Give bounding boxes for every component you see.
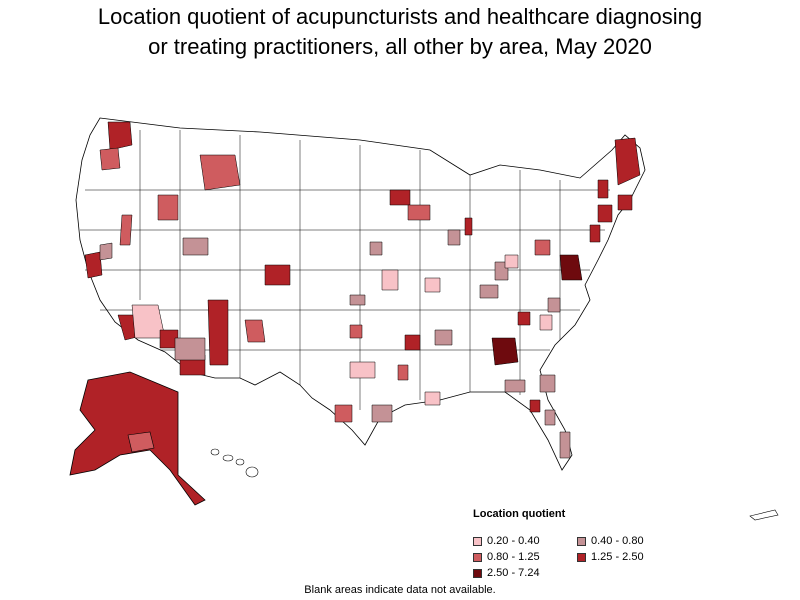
- area-shading: [84, 121, 641, 459]
- area-jacksonville: [539, 374, 556, 393]
- area-seattle: [107, 121, 133, 151]
- legend-label: 0.40 - 0.80: [591, 535, 644, 547]
- area-miami: [559, 431, 571, 459]
- area-portland: [99, 147, 121, 171]
- legend-swatch: [473, 552, 482, 562]
- area-massachusetts: [617, 194, 633, 211]
- area-new-orleans: [424, 391, 441, 406]
- area-atlanta: [491, 337, 519, 366]
- area-sf-bay: [84, 251, 103, 279]
- legend-swatch: [577, 552, 586, 562]
- area-dc: [559, 254, 583, 281]
- legend-item-2-50-7-24: 2.50 - 7.24: [473, 566, 577, 580]
- area-vermont: [597, 179, 609, 199]
- area-new-mexico-south: [174, 337, 206, 361]
- area-charlotte: [517, 311, 531, 326]
- legend-item-0-40-0-80: 0.40 - 0.80: [577, 534, 681, 548]
- area-kentucky: [479, 284, 499, 299]
- area-houston: [371, 404, 393, 423]
- area-virginia: [547, 297, 561, 313]
- puerto-rico: [749, 509, 779, 521]
- legend-swatch: [577, 536, 586, 546]
- legend-swatch: [473, 536, 482, 546]
- legend-title: Location quotient: [473, 508, 566, 520]
- area-arkansas: [404, 334, 421, 351]
- map-title-line-2: or treating practitioners, all other by …: [148, 34, 652, 59]
- area-new-mexico-north: [207, 299, 229, 366]
- area-illinois: [447, 229, 461, 246]
- area-colorado: [264, 264, 291, 286]
- area-tennessee: [434, 329, 453, 346]
- legend-item-1-25-2-50: 1.25 - 2.50: [577, 550, 681, 564]
- legend-label: 0.80 - 1.25: [487, 551, 540, 563]
- area-new-york: [597, 204, 613, 223]
- area-austin: [334, 404, 353, 423]
- legend-label: 1.25 - 2.50: [591, 551, 644, 563]
- area-texas-west: [349, 361, 376, 379]
- state-boundaries: [80, 130, 610, 410]
- map-title: Location quotient of acupuncturists and …: [0, 2, 800, 62]
- hawaii-islands: [210, 448, 259, 478]
- area-oklahoma: [349, 324, 363, 339]
- area-minnesota: [389, 189, 411, 206]
- legend: Location quotient 0.20 - 0.40 0.40 - 0.8…: [473, 508, 681, 580]
- area-nevada-north: [119, 214, 133, 246]
- area-philadelphia: [589, 224, 601, 243]
- area-maine: [614, 137, 641, 186]
- map-title-line-1: Location quotient of acupuncturists and …: [97, 4, 703, 29]
- area-pittsburgh: [504, 254, 519, 269]
- area-wisconsin: [407, 204, 431, 221]
- legend-label: 0.20 - 0.40: [487, 535, 540, 547]
- area-st-louis: [424, 277, 441, 293]
- legend-item-0-80-1-25: 0.80 - 1.25: [473, 550, 577, 564]
- area-north-carolina: [539, 314, 553, 331]
- area-boise: [157, 194, 179, 221]
- footnote: Blank areas indicate data not available.: [304, 584, 496, 596]
- legend-item-0-20-0-40: 0.20 - 0.40: [473, 534, 577, 548]
- area-louisiana: [397, 364, 409, 381]
- area-colorado-south: [244, 319, 266, 343]
- legend-swatch: [473, 568, 482, 578]
- alaska-southeast-area: [127, 431, 155, 453]
- area-orlando: [544, 409, 556, 426]
- area-missouri: [381, 269, 399, 291]
- area-michigan: [464, 217, 473, 236]
- area-florida-panhandle: [504, 379, 526, 393]
- area-utah: [182, 237, 209, 256]
- area-tampa: [529, 399, 541, 413]
- area-iowa: [369, 241, 383, 256]
- legend-label: 2.50 - 7.24: [487, 567, 540, 579]
- area-kansas: [349, 294, 366, 306]
- area-pennsylvania: [534, 239, 551, 256]
- area-sacramento: [99, 242, 113, 261]
- area-montana: [199, 154, 241, 191]
- continental-us-outline: [75, 117, 646, 471]
